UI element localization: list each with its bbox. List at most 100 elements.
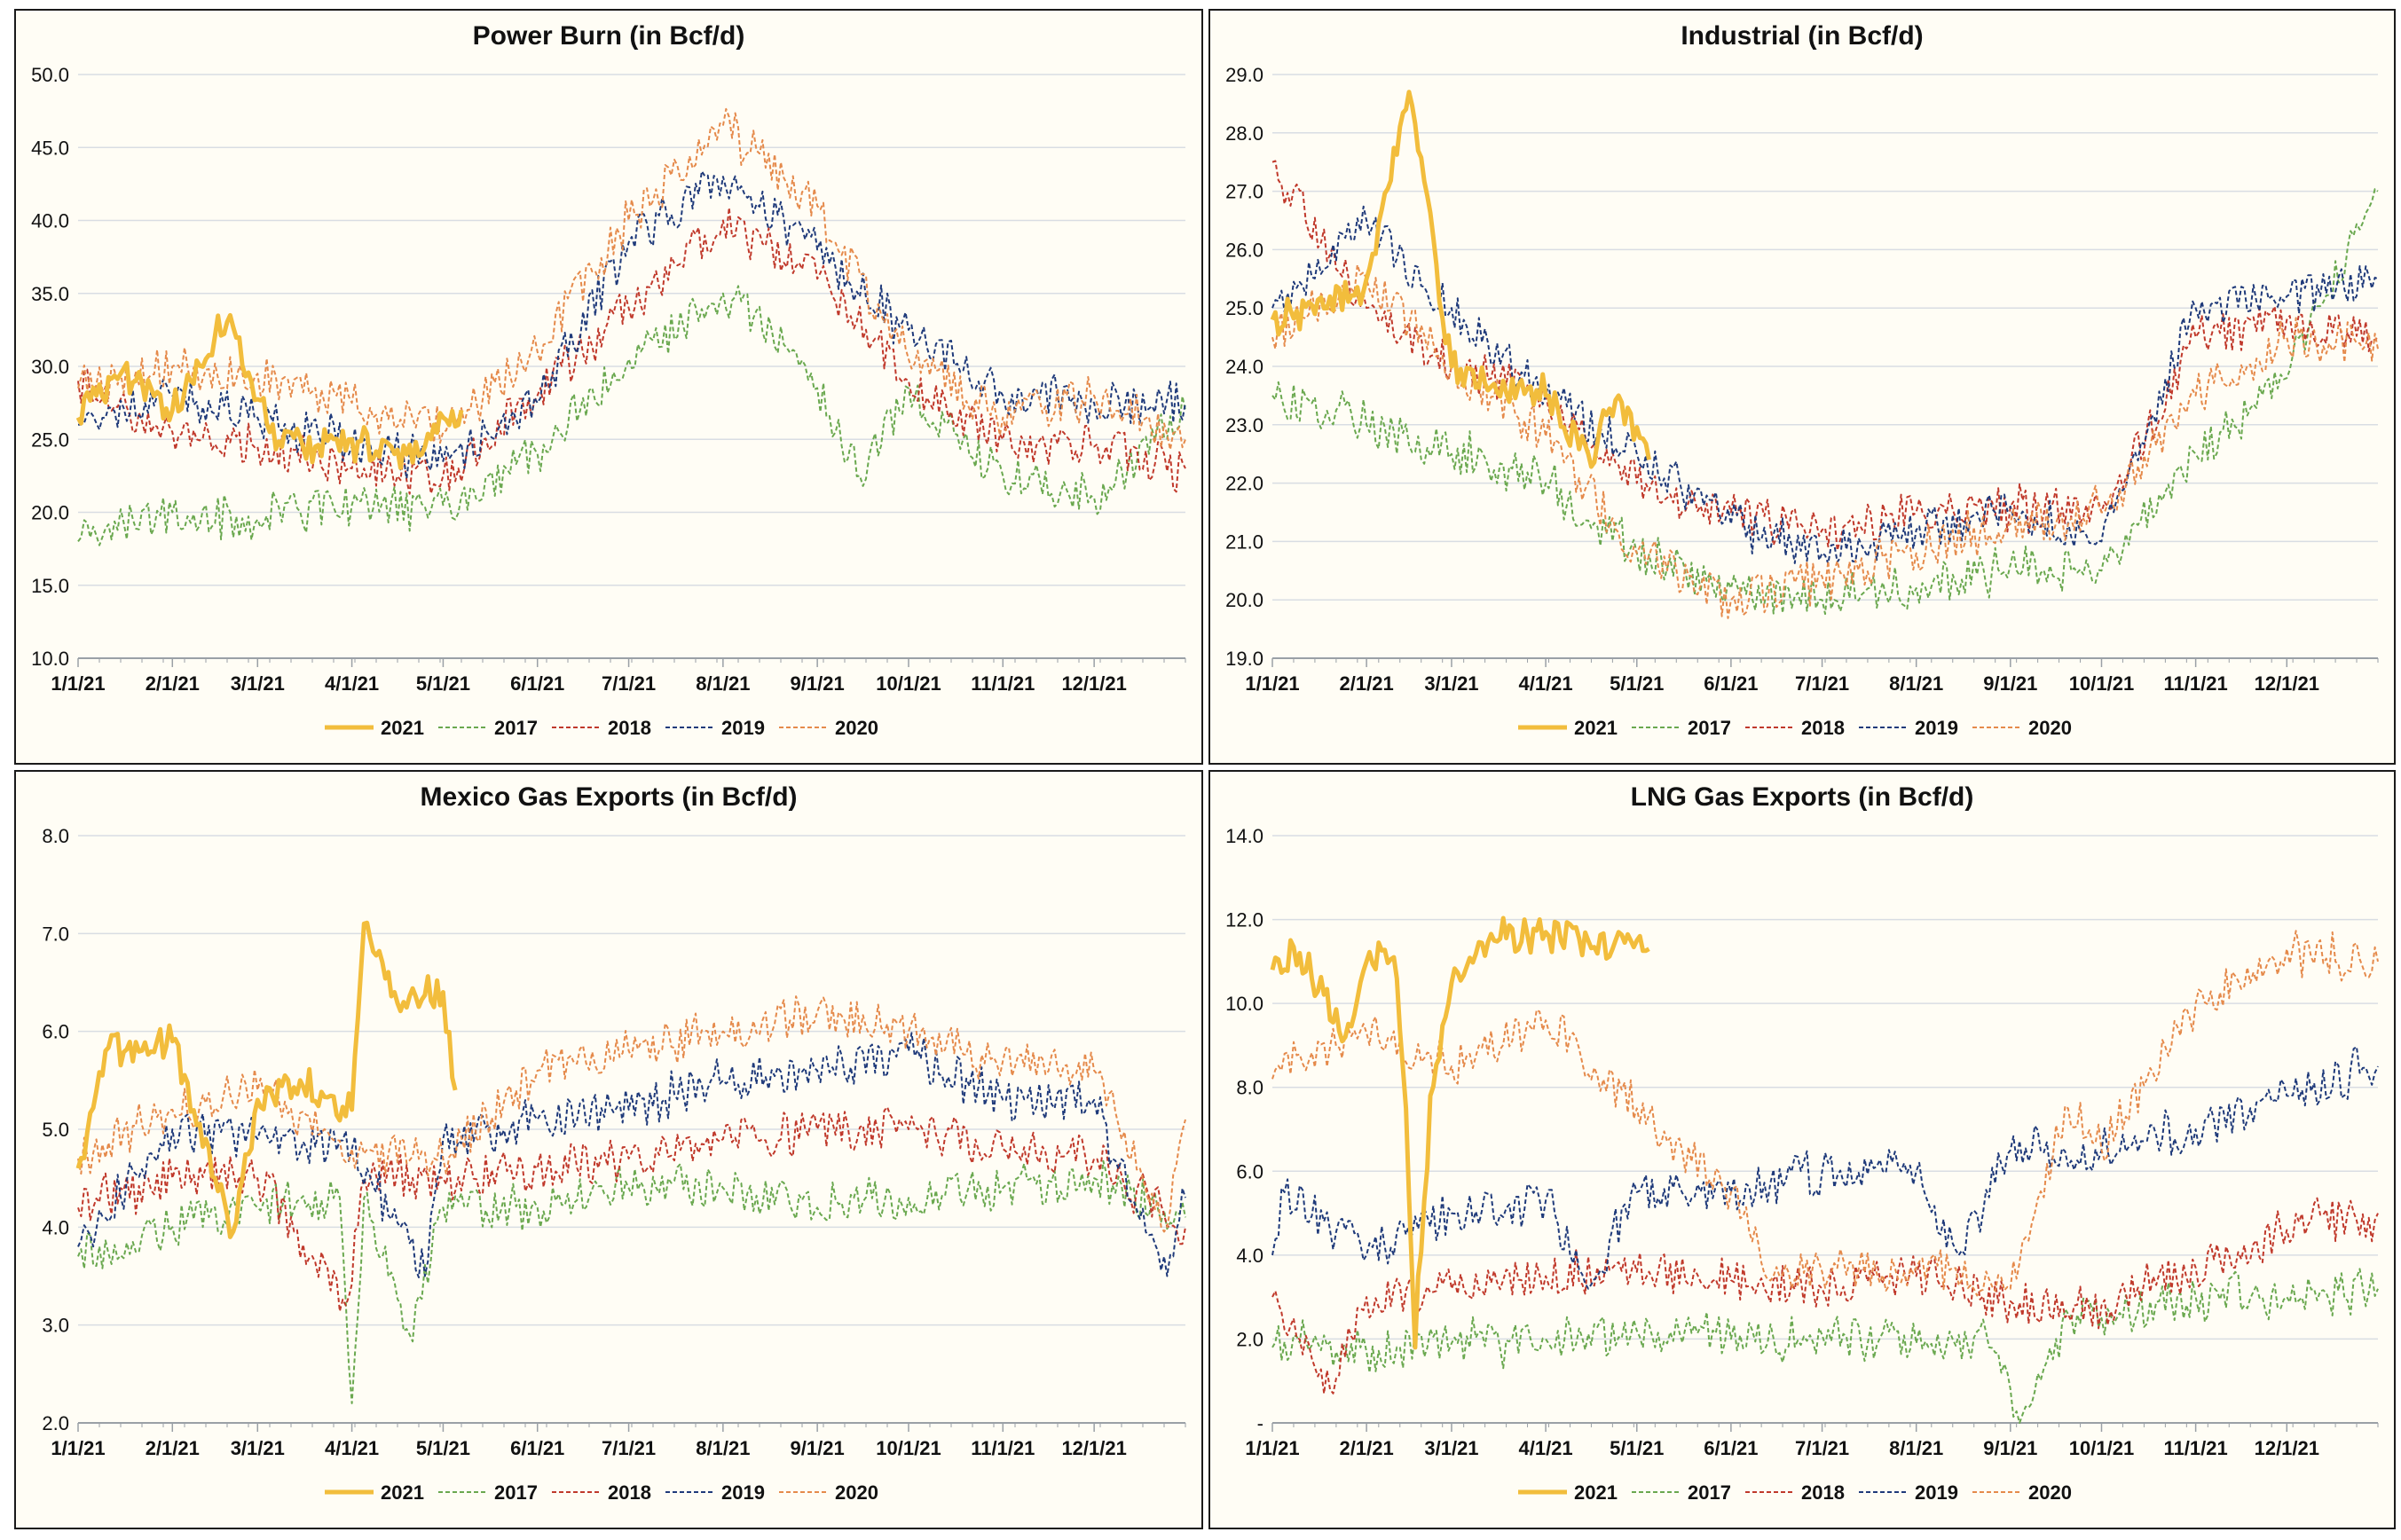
legend-label-2021: 2021 [381, 717, 424, 739]
x-tick-label: 4/1/21 [1518, 1437, 1572, 1459]
series-line-2021 [75, 312, 464, 470]
x-tick-label: 5/1/21 [416, 1437, 470, 1459]
y-tick-label: 19.0 [1225, 648, 1263, 670]
legend-label-2020: 2020 [835, 717, 878, 739]
x-tick-label: 5/1/21 [416, 672, 470, 695]
x-tick-label: 2/1/21 [146, 672, 200, 695]
chart-panel-lng-gas-exports: LNG Gas Exports (in Bcf/d) - 2.0 4.0 6.0 8.0 1… [1208, 770, 2396, 1529]
legend-label-2019: 2019 [1915, 717, 1958, 739]
x-tick-label: 9/1/21 [1983, 672, 2037, 695]
legend-label-2018: 2018 [1801, 717, 1845, 739]
x-tick-label: 10/1/21 [876, 672, 941, 695]
series-line-2021 [1270, 90, 1651, 469]
chart-title: Power Burn (in Bcf/d) [473, 21, 745, 51]
y-tick-label: 6.0 [1236, 1160, 1263, 1182]
y-tick-label: 21.0 [1225, 530, 1263, 553]
x-tick-label: 8/1/21 [696, 672, 750, 695]
y-tick-label: 10.0 [1225, 993, 1263, 1015]
x-tick-label: 4/1/21 [325, 672, 379, 695]
series-line-2017 [77, 285, 1186, 546]
y-tick-label: 14.0 [1225, 825, 1263, 847]
x-tick-label: 5/1/21 [1610, 1437, 1664, 1459]
x-tick-label: 2/1/21 [146, 1437, 200, 1459]
series-line-2019 [77, 170, 1186, 480]
chart-panel-industrial: Industrial (in Bcf/d) 19.0 20.0 21.0 22.0 23.… [1208, 9, 2396, 765]
x-tick-label: 6/1/21 [510, 1437, 564, 1459]
x-tick-label: 10/1/21 [2069, 672, 2134, 695]
y-tick-label: - [1257, 1412, 1263, 1434]
series-line-2019 [1271, 205, 2379, 565]
y-tick-label: 35.0 [31, 283, 69, 305]
y-tick-label: 20.0 [31, 502, 69, 524]
x-tick-label: 5/1/21 [1610, 672, 1664, 695]
series-line-2021 [75, 920, 458, 1239]
y-tick-label: 20.0 [1225, 589, 1263, 611]
x-tick-label: 10/1/21 [2069, 1437, 2134, 1459]
x-tick-label: 7/1/21 [1795, 1437, 1849, 1459]
y-tick-label: 8.0 [1236, 1077, 1263, 1099]
x-tick-label: 11/1/21 [971, 1437, 1035, 1459]
y-tick-label: 25.0 [31, 428, 69, 451]
legend-label-2017: 2017 [494, 1481, 538, 1504]
legend-label-2019: 2019 [721, 1481, 765, 1504]
y-tick-label: 30.0 [31, 356, 69, 378]
y-tick-label: 4.0 [42, 1216, 69, 1238]
x-tick-label: 3/1/21 [1424, 672, 1478, 695]
x-tick-label: 6/1/21 [1704, 1437, 1758, 1459]
series-line-2020 [77, 995, 1186, 1233]
x-tick-label: 1/1/21 [51, 672, 105, 695]
legend-label-2021: 2021 [1574, 1481, 1618, 1504]
legend-label-2017: 2017 [494, 717, 538, 739]
x-tick-label: 2/1/21 [1340, 1437, 1394, 1459]
series-line-2017 [1271, 1268, 2379, 1424]
chart-svg-mexico-gas-exports-in-bcf-d: Mexico Gas Exports (in Bcf/d) 2.0 3.0 4.0 5.… [42, 782, 1186, 1504]
series-line-2017 [77, 1159, 1186, 1404]
x-tick-label: 2/1/21 [1340, 672, 1394, 695]
x-tick-label: 11/1/21 [2164, 1437, 2228, 1459]
x-tick-label: 4/1/21 [1518, 672, 1572, 695]
x-tick-label: 9/1/21 [791, 1437, 845, 1459]
y-tick-label: 2.0 [42, 1412, 69, 1434]
x-tick-label: 8/1/21 [1889, 1437, 1943, 1459]
y-tick-label: 5.0 [42, 1119, 69, 1141]
x-tick-label: 12/1/21 [1061, 1437, 1126, 1459]
x-tick-label: 8/1/21 [696, 1437, 750, 1459]
x-tick-label: 10/1/21 [876, 1437, 941, 1459]
legend-label-2020: 2020 [2028, 1481, 2072, 1504]
chart-svg-industrial-in-bcf-d: Industrial (in Bcf/d) 19.0 20.0 21.0 22.0 23.… [1225, 21, 2379, 739]
y-tick-label: 10.0 [31, 648, 69, 670]
y-tick-label: 8.0 [42, 825, 69, 847]
y-tick-label: 7.0 [42, 923, 69, 945]
x-tick-label: 1/1/21 [1245, 672, 1299, 695]
x-tick-label: 4/1/21 [325, 1437, 379, 1459]
chart-svg-lng-gas-exports-in-bcf-d: LNG Gas Exports (in Bcf/d) - 2.0 4.0 6.0 8.0 1… [1225, 782, 2379, 1504]
legend-label-2018: 2018 [1801, 1481, 1845, 1504]
legend-label-2021: 2021 [381, 1481, 424, 1504]
y-tick-label: 23.0 [1225, 414, 1263, 436]
series-line-2018 [77, 207, 1186, 495]
y-tick-label: 25.0 [1225, 297, 1263, 319]
y-tick-label: 40.0 [31, 210, 69, 232]
x-tick-label: 1/1/21 [1245, 1437, 1299, 1459]
chart-panel-power-burn: Power Burn (in Bcf/d) 10.0 15.0 20.0 25.0 30.… [14, 9, 1203, 765]
series-line-2017 [1271, 188, 2379, 616]
x-tick-label: 12/1/21 [1061, 672, 1126, 695]
series-line-2019 [77, 1032, 1186, 1278]
chart-title: Industrial (in Bcf/d) [1681, 21, 1923, 51]
legend-label-2019: 2019 [1915, 1481, 1958, 1504]
x-tick-label: 7/1/21 [602, 1437, 656, 1459]
x-tick-label: 11/1/21 [2164, 672, 2228, 695]
y-tick-label: 26.0 [1225, 239, 1263, 261]
x-tick-label: 3/1/21 [231, 1437, 285, 1459]
legend-label-2020: 2020 [835, 1481, 878, 1504]
legend-label-2019: 2019 [721, 717, 765, 739]
y-tick-label: 50.0 [31, 64, 69, 86]
chart-svg-power-burn-in-bcf-d: Power Burn (in Bcf/d) 10.0 15.0 20.0 25.0 30.… [31, 21, 1186, 739]
legend-label-2020: 2020 [2028, 717, 2072, 739]
x-tick-label: 7/1/21 [602, 672, 656, 695]
y-tick-label: 24.0 [1225, 356, 1263, 378]
y-tick-label: 2.0 [1236, 1328, 1263, 1350]
chart-title: LNG Gas Exports (in Bcf/d) [1631, 782, 1974, 812]
chart-panel-mexico-gas-exports: Mexico Gas Exports (in Bcf/d) 2.0 3.0 4.0 5.… [14, 770, 1203, 1529]
